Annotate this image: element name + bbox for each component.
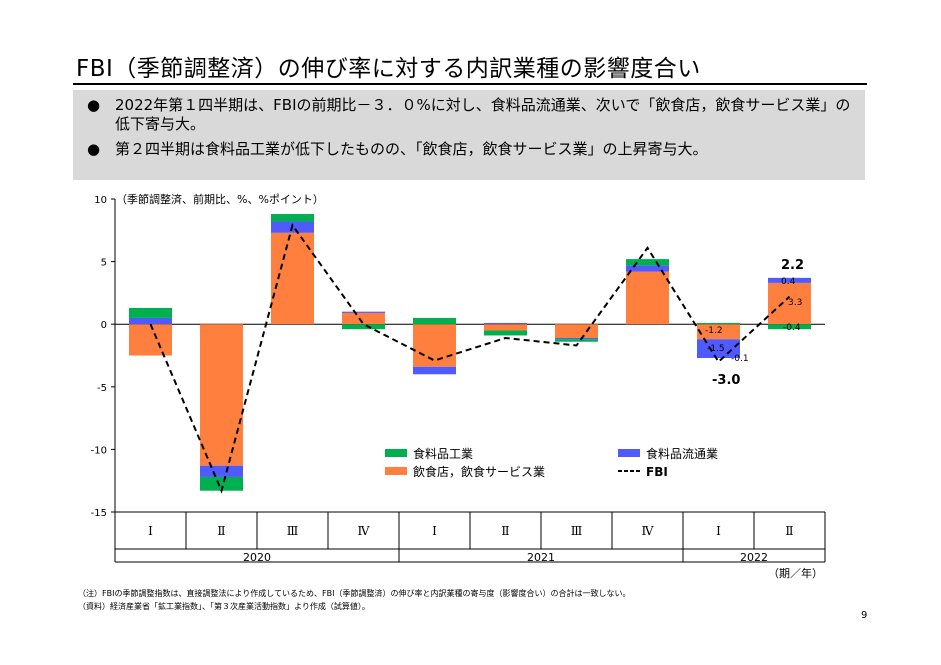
x-tick-label: Ⅰ <box>148 524 153 538</box>
bar-segment <box>413 324 456 367</box>
value-annotation: -0.1 <box>731 354 749 364</box>
legend-label: 食料品工業 <box>413 446 473 461</box>
fbi-annotation: 2.2 <box>781 258 804 273</box>
legend-label: 食料品流通業 <box>646 446 718 461</box>
page-title: FBI（季節調整済）の伸び率に対する内訳業種の影響度合い <box>76 56 701 82</box>
x-tick-label: Ⅳ <box>642 524 655 538</box>
bar-segment <box>555 337 598 340</box>
y-tick-label: -5 <box>97 383 107 394</box>
fbi-line <box>149 222 791 494</box>
bar-segment <box>768 324 811 330</box>
bar-segment <box>768 282 811 325</box>
bar-segment <box>413 366 456 375</box>
y-tick-label: 10 <box>94 195 107 206</box>
bar-segment <box>271 214 314 222</box>
y-tick-label: 0 <box>101 320 107 331</box>
bullet-icon: ● <box>87 140 101 158</box>
summary-item: ● 2022年第１四半期は、FBIの前期比－３．０%に対し、食料品流通業、次いで… <box>87 96 855 134</box>
period-label: （期／年） <box>768 566 823 580</box>
bar-segment <box>697 339 740 359</box>
footnote-source: （資料）経済産業省「鉱工業指数」、「第３次産業活動指数」より作成（試算値）。 <box>78 602 370 611</box>
bar-segment <box>342 311 385 313</box>
x-tick-label: Ⅱ <box>785 524 793 538</box>
bar-segment <box>555 339 598 342</box>
value-annotation: -1.5 <box>707 344 725 354</box>
bar-segment <box>484 324 527 331</box>
summary-item: ● 第２四半期は食料品工業が低下したものの、「飲食店，飲食サービス業」の上昇寄与… <box>87 140 855 159</box>
x-tick-label: Ⅱ <box>217 524 225 538</box>
value-annotation: 3.3 <box>788 298 802 308</box>
legend-swatch <box>618 449 640 457</box>
bar-segment <box>697 324 740 340</box>
x-tick-label: Ⅰ <box>716 524 721 538</box>
x-tick-label: Ⅰ <box>432 524 437 538</box>
summary-text: 第２四半期は食料品工業が低下したものの、「飲食店，飲食サービス業」の上昇寄与大。 <box>115 140 708 158</box>
bar-segment <box>626 259 669 266</box>
footnotes: （注）FBIの季節調整指数は、直接調整法により作成しているため、FBI（季節調整… <box>78 587 631 613</box>
legend-swatch <box>385 449 407 457</box>
bar-segment <box>129 317 172 325</box>
unit-note: （季節調整済、前期比、%、%ポイント） <box>116 192 324 206</box>
bar-segment <box>413 317 456 325</box>
title-divider <box>73 83 867 85</box>
summary-box: ● 2022年第１四半期は、FBIの前期比－３．０%に対し、食料品流通業、次いで… <box>73 90 865 180</box>
value-annotation: -0.4 <box>783 323 801 333</box>
year-label: 2020 <box>243 551 271 564</box>
bar-segment <box>200 465 243 477</box>
value-annotation: -1.2 <box>705 326 723 336</box>
bar-segment <box>626 271 669 325</box>
footnote-note: （注）FBIの季節調整指数は、直接調整法により作成しているため、FBI（季節調整… <box>78 589 631 598</box>
legend-label: 飲食店，飲食サービス業 <box>413 464 545 479</box>
x-tick-label: Ⅲ <box>287 524 299 538</box>
year-label: 2022 <box>740 551 768 564</box>
bar-segment <box>342 312 385 325</box>
x-tick-label: Ⅲ <box>571 524 583 538</box>
bar-segment <box>200 476 243 491</box>
bar-segment <box>626 265 669 272</box>
bar-segment <box>484 322 527 325</box>
legend-swatch <box>385 467 407 475</box>
y-tick-label: 5 <box>101 258 107 269</box>
bar-segment <box>342 324 385 330</box>
y-tick-label: -15 <box>91 508 107 519</box>
legend-label: FBI <box>646 465 668 479</box>
bar-segment <box>768 277 811 283</box>
fbi-annotation: -3.0 <box>712 373 740 388</box>
bar-segment <box>484 330 527 336</box>
x-tick-label: Ⅳ <box>358 524 371 538</box>
page-number: 9 <box>861 610 868 621</box>
summary-text: 2022年第１四半期は、FBIの前期比－３．０%に対し、食料品流通業、次いで「飲… <box>115 96 851 133</box>
bullet-icon: ● <box>87 96 101 114</box>
bar-segment <box>129 307 172 318</box>
bar-segment <box>200 324 243 466</box>
y-tick-label: -10 <box>91 445 107 456</box>
bar-segment <box>697 322 740 325</box>
bar-segment <box>555 324 598 338</box>
x-tick-label: Ⅱ <box>501 524 509 538</box>
value-annotation: 0.4 <box>781 277 796 287</box>
year-label: 2021 <box>527 551 555 564</box>
bar-segment <box>129 324 172 356</box>
